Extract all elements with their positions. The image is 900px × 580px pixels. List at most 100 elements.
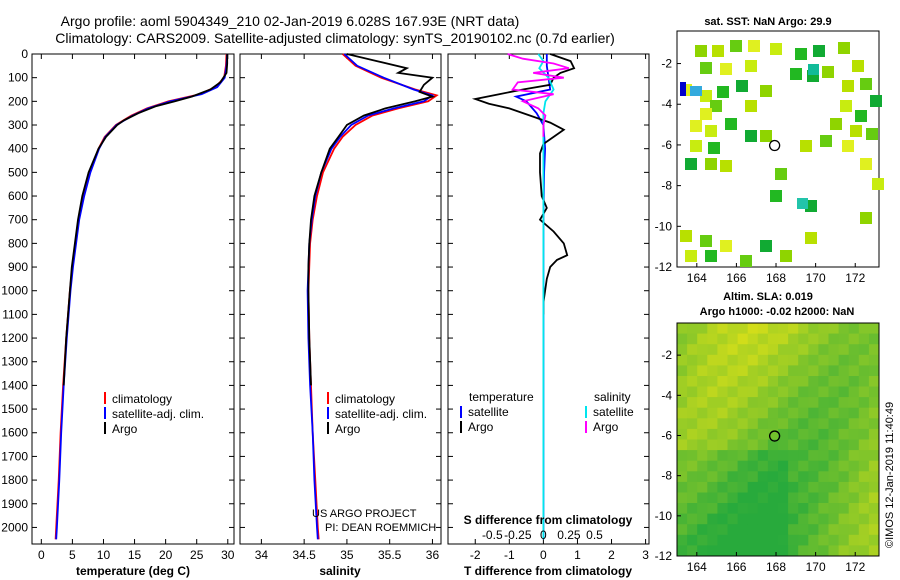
sla-cell (818, 333, 829, 345)
sst-cell (770, 190, 782, 202)
sla-cell (767, 503, 779, 515)
sla-cell (848, 376, 860, 388)
legend-climatology: climatology (335, 392, 395, 406)
x-tick-label: 0 (540, 548, 547, 562)
sst-cell (840, 100, 852, 112)
sla-cell (788, 471, 799, 483)
sla-cell (838, 460, 850, 472)
sla-cell (788, 534, 799, 546)
sla-cell (677, 450, 688, 462)
sla-cell (858, 365, 870, 377)
sla-cell (717, 397, 728, 409)
sla-cell (717, 450, 728, 462)
sla-cell (818, 524, 829, 536)
sst-cell (813, 45, 825, 57)
sla-cell (788, 460, 799, 472)
sla-cell (737, 333, 749, 345)
sla-cell (828, 333, 840, 345)
sla-cell (767, 333, 779, 345)
sla-cell (808, 323, 819, 335)
sla-cell (848, 344, 860, 356)
sla-cell (818, 450, 829, 462)
figure-title-line2: Climatology: CARS2009. Satellite-adjuste… (55, 30, 615, 46)
sla-cell (687, 503, 698, 515)
sla-cell (687, 407, 698, 419)
sla-cell (828, 471, 840, 483)
sla-cell (757, 397, 769, 409)
sla-cell (868, 397, 880, 409)
depth-tick-label: 300 (8, 118, 28, 132)
sst-cell (745, 130, 757, 142)
legend-argo: Argo (335, 422, 361, 436)
sla-cell (848, 524, 860, 536)
legend-temperature-argo: Argo (468, 420, 494, 434)
sla-cell (727, 492, 739, 504)
sla-cell (767, 407, 779, 419)
sla-cell (737, 471, 749, 483)
map-y-tick-label: -6 (661, 428, 672, 442)
difference-legend: temperature satellite Argo salinity sate… (460, 390, 634, 434)
map-x-tick-label: 164 (687, 271, 707, 285)
sla-cell (747, 471, 759, 483)
sla-cell (828, 323, 840, 335)
sla-cell (868, 534, 880, 546)
sla-cell (717, 323, 728, 335)
sla-cell (687, 545, 698, 557)
sla-cell (687, 450, 698, 462)
sla-cell (747, 534, 759, 546)
sla-cell (717, 471, 728, 483)
sla-cell (828, 376, 840, 388)
sst-cell (700, 62, 712, 74)
sla-cell (778, 513, 789, 525)
sst-cell (860, 78, 872, 90)
sst-cell (748, 40, 760, 52)
sla-cell (788, 545, 799, 557)
depth-tick-label: 1000 (1, 284, 28, 298)
sla-cell (808, 471, 819, 483)
sla-cell (868, 503, 880, 515)
sla-cell (838, 333, 850, 345)
sla-cell (848, 513, 860, 525)
altimetry-map-plot: 164 166 168 170 172 -2 -4 -6 -8 -10 -12 (655, 322, 880, 574)
sla-cell (737, 428, 749, 440)
map-x-tick-label: 170 (806, 560, 826, 574)
sla-cell (828, 460, 840, 472)
legend-satellite-adj: satellite-adj. clim. (335, 407, 427, 421)
sla-cell (687, 481, 698, 493)
sla-cell (747, 545, 759, 557)
sla-cell (757, 545, 769, 557)
sla-cell (848, 428, 860, 440)
sla-cell (798, 354, 809, 366)
sla-cell (868, 439, 880, 451)
sst-map-title: sat. SST: NaN Argo: 29.9 (704, 16, 831, 28)
s-diff-tick-label: 0.5 (586, 528, 603, 542)
sla-cell (848, 407, 860, 419)
figure-title-line1: Argo profile: aoml 5904349_210 02-Jan-20… (61, 13, 520, 29)
sla-cell (677, 534, 688, 546)
sla-cell (778, 481, 789, 493)
sla-cell (747, 323, 759, 335)
sla-cell (727, 365, 739, 377)
sst-cell (860, 158, 872, 170)
sla-cell (808, 503, 819, 515)
sla-cell (848, 534, 860, 546)
sla-cell (858, 450, 870, 462)
sla-cell (727, 407, 739, 419)
sst-cell (805, 232, 817, 244)
sla-cell (687, 344, 698, 356)
sla-cell (818, 354, 829, 366)
x-tick-label: 25 (190, 548, 204, 562)
sla-cell (858, 418, 870, 430)
sla-cell (707, 534, 718, 546)
sla-cell (687, 323, 698, 335)
sst-cell (720, 63, 732, 75)
sla-cell (757, 354, 769, 366)
sla-cell (858, 524, 870, 536)
sla-cell (677, 439, 688, 451)
sla-cell (858, 545, 870, 557)
sla-cell (727, 503, 739, 515)
sla-cell (767, 323, 779, 335)
sla-cell (808, 376, 819, 388)
sla-cell (838, 397, 850, 409)
